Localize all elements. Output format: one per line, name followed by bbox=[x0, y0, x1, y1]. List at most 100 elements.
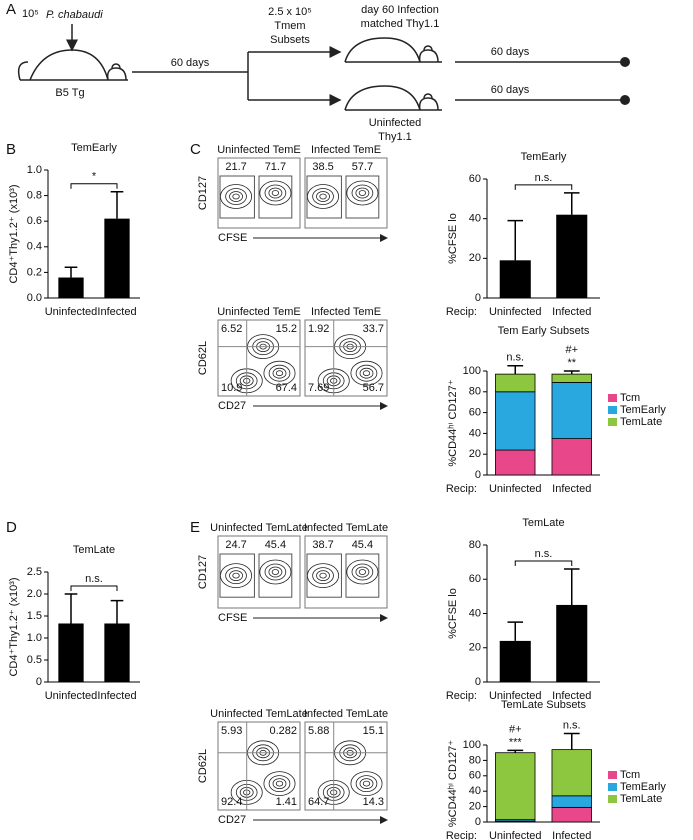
flow-y-label: CD62L bbox=[197, 341, 209, 375]
contour bbox=[264, 563, 287, 581]
y-tick-label: 20 bbox=[469, 801, 481, 813]
gate-value: 45.4 bbox=[265, 539, 286, 551]
gate-value: 14.3 bbox=[363, 796, 384, 808]
gate-value: 1.41 bbox=[276, 796, 297, 808]
y-axis-label: %CD44ʰⁱ CD127⁺ bbox=[447, 740, 459, 827]
annotation: n.s. bbox=[506, 352, 524, 364]
contour bbox=[351, 184, 374, 202]
bar-segment bbox=[495, 752, 536, 821]
error-bar bbox=[563, 732, 580, 750]
flow-y-label: CD127 bbox=[197, 176, 209, 210]
recipient: day 60 Infection bbox=[361, 4, 439, 16]
error-bar bbox=[563, 568, 580, 605]
flow-plot bbox=[217, 157, 301, 229]
significance-bracket bbox=[70, 183, 118, 189]
bar bbox=[58, 623, 84, 682]
contour bbox=[312, 567, 334, 584]
flow-x-label: CFSE bbox=[218, 612, 247, 624]
endpoint bbox=[620, 95, 630, 105]
legend-swatch bbox=[608, 795, 617, 803]
contour bbox=[319, 572, 327, 579]
contour bbox=[350, 771, 383, 796]
contour bbox=[275, 780, 284, 787]
y-tick-label: 20 bbox=[469, 642, 481, 654]
y-tick-label: 1.0 bbox=[27, 164, 42, 176]
significance-bracket bbox=[514, 184, 573, 190]
contour bbox=[319, 193, 327, 200]
y-axis-label: %CFSE lo bbox=[447, 213, 459, 264]
flow-x-label: CD27 bbox=[218, 814, 246, 826]
y-tick-label: 60 bbox=[469, 573, 481, 585]
contour bbox=[259, 180, 292, 206]
contour bbox=[271, 569, 280, 575]
flow-x-label: CFSE bbox=[218, 232, 247, 244]
chart-title: TemLate Subsets bbox=[501, 699, 586, 711]
legend-swatch bbox=[608, 394, 617, 402]
y-tick-label: 1.0 bbox=[27, 632, 42, 644]
error-bar bbox=[563, 192, 580, 215]
flow-title: Uninfected TemLate bbox=[210, 522, 308, 534]
contour bbox=[263, 360, 296, 386]
contour bbox=[268, 566, 283, 578]
bar bbox=[104, 623, 130, 682]
gate-value: 6.52 bbox=[221, 323, 242, 335]
bar-segment bbox=[551, 749, 592, 797]
y-tick-label: 0 bbox=[475, 469, 481, 481]
flow-plot bbox=[304, 721, 388, 811]
flow-title: Uninfected TemLate bbox=[210, 708, 308, 720]
contour bbox=[263, 771, 296, 796]
error-bar bbox=[507, 749, 524, 753]
contour bbox=[275, 370, 284, 377]
error-bar bbox=[110, 191, 124, 219]
gate-value: 33.7 bbox=[363, 323, 384, 335]
flow-title: Uninfected TemE bbox=[217, 306, 301, 318]
gate bbox=[345, 553, 380, 598]
flow-plot bbox=[304, 535, 388, 609]
gate-value: 24.7 bbox=[225, 539, 246, 551]
bar bbox=[556, 604, 588, 682]
panel-label: B bbox=[6, 141, 16, 158]
y-tick-label: 0 bbox=[475, 816, 481, 828]
recipient: matched Thy1.1 bbox=[361, 18, 440, 30]
x-tick-label: Infected bbox=[552, 690, 591, 702]
contour bbox=[316, 570, 330, 581]
cells: Tmem bbox=[274, 20, 305, 32]
bar bbox=[58, 277, 84, 298]
flow-title: Infected TemLate bbox=[304, 708, 388, 720]
y-tick-label: 1.5 bbox=[27, 610, 42, 622]
contour bbox=[362, 780, 371, 787]
flow-plot bbox=[217, 319, 301, 397]
parasite: P. chabaudi bbox=[46, 9, 103, 21]
panel-label: C bbox=[190, 141, 201, 158]
error-bar bbox=[507, 365, 524, 375]
legend-swatch bbox=[608, 418, 617, 426]
x-tick-label: Uninfected bbox=[45, 690, 98, 702]
significance-bracket bbox=[514, 560, 573, 566]
gate-value: 21.7 bbox=[225, 161, 246, 173]
gate-value: 15.2 bbox=[276, 323, 297, 335]
bar-segment bbox=[495, 373, 536, 393]
legend-label: TemLate bbox=[620, 416, 662, 428]
contour bbox=[346, 559, 379, 585]
gate-value: 15.1 bbox=[363, 725, 384, 737]
mouse bbox=[344, 85, 442, 111]
cells: 2.5 x 10⁵ bbox=[268, 6, 312, 18]
bar-segment bbox=[551, 373, 592, 383]
annotation: n.s. bbox=[85, 573, 103, 585]
contour bbox=[351, 563, 374, 581]
gate-value: 5.88 bbox=[308, 725, 329, 737]
gate-value: 10.9 bbox=[221, 382, 242, 394]
y-tick-label: 20 bbox=[469, 252, 481, 264]
error-bar bbox=[64, 593, 78, 624]
y-tick-label: 80 bbox=[469, 754, 481, 766]
recip-label: Recip: bbox=[446, 483, 477, 495]
x-tick-label: Uninfected bbox=[489, 483, 542, 495]
contour bbox=[268, 775, 291, 792]
followup: 60 days bbox=[491, 84, 530, 96]
flow-plot bbox=[304, 319, 388, 397]
bar bbox=[499, 260, 531, 298]
chart-title: TemEarly bbox=[521, 151, 567, 163]
gate-value: 0.282 bbox=[269, 725, 297, 737]
contour bbox=[272, 367, 287, 379]
schematic: A 10⁵ P. chabaudi B5 Tg 60 days 2.5 x 10… bbox=[6, 1, 630, 143]
